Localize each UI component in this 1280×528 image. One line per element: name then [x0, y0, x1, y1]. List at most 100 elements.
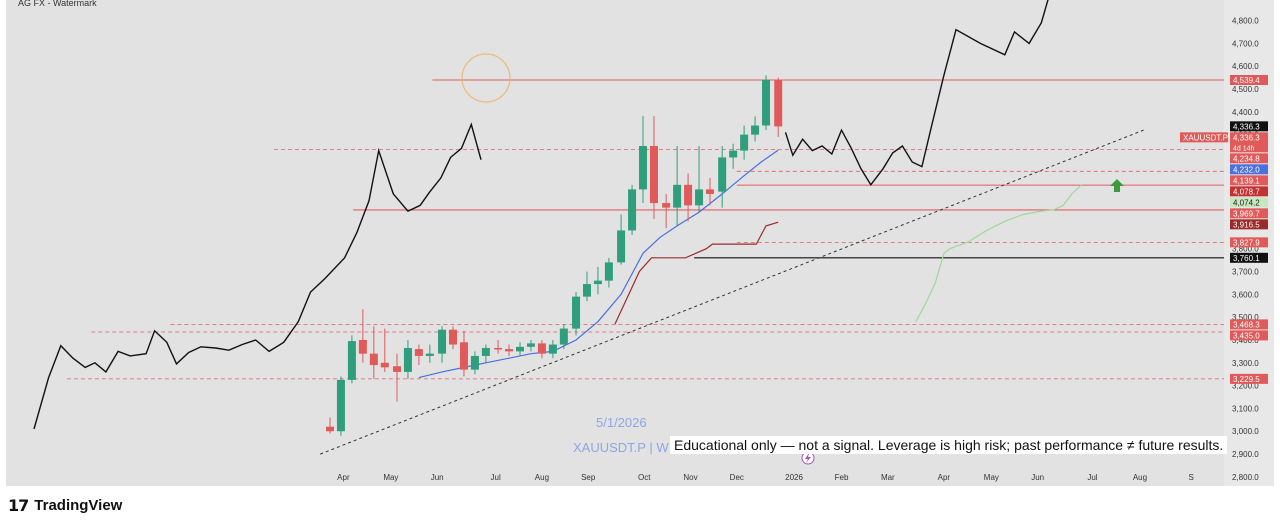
candle-body [774, 79, 783, 127]
candle-body [347, 341, 356, 380]
price-tag-bg [1230, 319, 1268, 330]
x-tick-label: 2026 [785, 473, 803, 482]
x-tick-label: S [1188, 473, 1193, 482]
price-chart[interactable]: 2,800.0 2,900.0 3,000.0 3,100.0 3,200.0 3,300… [6, 0, 1274, 486]
price-tag-value: 3,435.0 [1233, 331, 1260, 340]
candle-body [526, 343, 535, 347]
candle-17 [515, 342, 524, 356]
price-tag-value: 3,760.1 [1233, 254, 1260, 263]
price-tag-value: 4,232.0 [1233, 165, 1260, 174]
price-tag-13: 3,435.0 [1230, 330, 1268, 341]
candle-body [425, 353, 434, 356]
candle-23 [582, 271, 591, 302]
price-tag-bg [1230, 164, 1268, 175]
levels-layer [66, 79, 1224, 380]
price-tag-0: 4,539.4 [1230, 74, 1268, 85]
candle-28 [639, 116, 648, 204]
price-tag-value: 3,969.7 [1233, 209, 1260, 218]
candle-body [449, 329, 458, 345]
price-tag-6: 4,078.7 [1230, 186, 1268, 197]
axes-layer: 2,800.0 2,900.0 3,000.0 3,100.0 3,200.0 3,300… [337, 0, 1274, 486]
candle-9 [425, 344, 434, 363]
candle-15 [494, 339, 503, 354]
y-tick-label: 4,500.0 [1232, 85, 1259, 94]
candle-35 [718, 146, 727, 208]
price-tag-2: 4,336.3 4d 14h XAUUSDT.P [1180, 132, 1268, 153]
price-tag-1: 4,336.3 [1230, 121, 1268, 132]
y-tick-label: 3,200.0 [1232, 382, 1259, 391]
price-tag-note: 4d 14h [1233, 145, 1255, 152]
price-tag-14: 3,229.5 [1230, 373, 1268, 384]
x-tick-label: Jul [1087, 473, 1097, 482]
x-tick-label: Aug [535, 473, 549, 482]
candle-body [537, 343, 546, 354]
candle-body [414, 349, 423, 356]
chart-area[interactable]: 2,800.0 2,900.0 3,000.0 3,100.0 3,200.0 3,300… [6, 0, 1274, 486]
candle-37 [740, 125, 749, 160]
candle-3 [358, 309, 367, 363]
candle-body [438, 329, 447, 354]
candle-36 [729, 143, 738, 169]
candle-body [494, 347, 503, 350]
candle-body [662, 203, 671, 208]
price-tag-value: 4,074.2 [1233, 198, 1260, 207]
symbol-label[interactable]: XAUUSDT.P | W [573, 440, 669, 455]
candle-2 [347, 335, 356, 384]
candle-body [459, 342, 468, 370]
candle-25 [604, 257, 613, 288]
price-tag-value: 4,539.4 [1233, 76, 1260, 85]
candle-body [392, 366, 401, 372]
series-projection [784, 0, 1049, 187]
price-tag-value: 4,234.8 [1233, 154, 1260, 163]
candle-29 [649, 116, 658, 220]
series-trendline [320, 129, 1144, 455]
candle-body [751, 125, 760, 135]
x-tick-label: Jun [431, 473, 444, 482]
candle-body [649, 146, 658, 204]
price-tag-value: 3,827.9 [1233, 238, 1260, 247]
candle-body [706, 189, 715, 194]
price-tag-bg [1230, 237, 1268, 248]
candle-26 [617, 214, 626, 265]
candle-33 [695, 146, 704, 213]
candle-body [515, 346, 524, 352]
y-tick-label: 4,800.0 [1232, 17, 1259, 26]
candles-layer [325, 75, 783, 436]
x-tick-label: Jun [1031, 473, 1044, 482]
candle-16 [505, 344, 514, 356]
x-tick-label: Apr [938, 473, 951, 482]
candle-32 [684, 173, 693, 222]
candle-body [762, 79, 771, 126]
watermark-label: AG FX - Watermark [18, 0, 97, 8]
candle-body [505, 349, 514, 352]
x-tick-label: Mar [881, 473, 895, 482]
candle-22 [572, 292, 581, 336]
highlight-circle [461, 53, 511, 103]
series-history_overlay [33, 122, 482, 430]
candle-38 [751, 116, 760, 142]
tradingview-logo[interactable]: 17 TradingView [8, 496, 122, 515]
candle-13 [470, 351, 479, 375]
up-arrow-icon [1110, 179, 1124, 192]
y-tick-label: 2,800.0 [1232, 473, 1259, 482]
price-tag-bg [1230, 373, 1268, 384]
y-tick-label: 3,100.0 [1232, 404, 1259, 413]
symbol-tag-label: XAUUSDT.P [1183, 133, 1228, 142]
y-tick-label: 3,000.0 [1232, 427, 1259, 436]
x-tick-label: Aug [1133, 473, 1147, 482]
candle-body [729, 150, 738, 158]
candle-34 [706, 177, 715, 206]
decoration-layer [461, 53, 1124, 465]
x-tick-label: Jul [491, 473, 501, 482]
price-tag-12: 3,468.3 [1230, 319, 1268, 330]
candle-body [403, 347, 412, 372]
y-tick-label: 3,800.0 [1232, 245, 1259, 254]
candle-31 [673, 146, 682, 226]
y-tick-label: 3,700.0 [1232, 268, 1259, 277]
y-tick-label: 2,900.0 [1232, 450, 1259, 459]
candle-30 [662, 193, 671, 229]
price-tag-bg [1230, 197, 1268, 208]
candle-body [718, 157, 727, 192]
candle-8 [414, 344, 423, 366]
price-tag-11: 3,760.1 [1230, 252, 1268, 263]
